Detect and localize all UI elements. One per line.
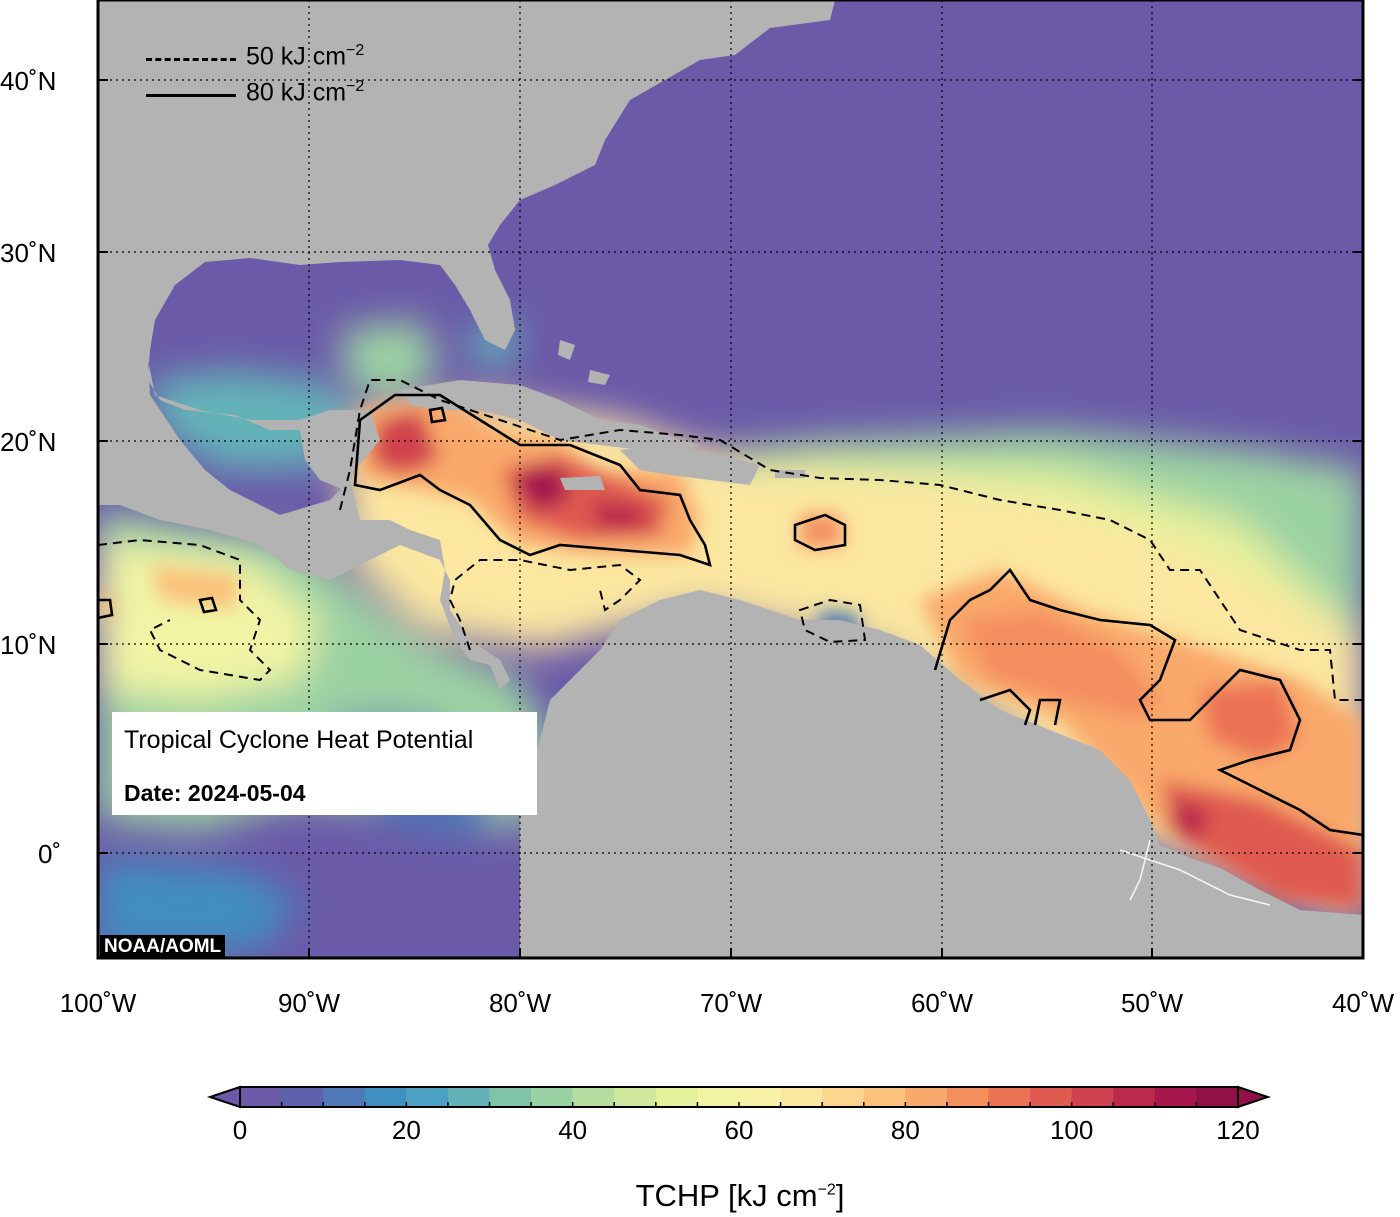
dashed-line-swatch [146, 58, 236, 61]
lon-label: 60˚W [910, 988, 974, 1018]
legend-exponent: −2 [346, 42, 365, 59]
contour-50 [98, 379, 1363, 701]
colorbar-ticks [280, 1102, 1198, 1107]
lat-label: 10˚N [0, 630, 57, 660]
lon-label: 50˚W [1120, 988, 1184, 1018]
legend-exponent: −2 [346, 78, 365, 95]
colorbar-cell [780, 1087, 823, 1107]
legend-label: 80 kJ cm [246, 78, 347, 107]
colorbar-tick-label: 40 [558, 1115, 588, 1145]
colorbar-cell [1113, 1087, 1156, 1107]
lat-label: 20˚N [0, 427, 57, 457]
colorbar-cell [281, 1087, 324, 1107]
solid-line-swatch [146, 94, 236, 97]
colorbar-cell [1196, 1087, 1239, 1107]
colorbar-tick-label: 20 [391, 1115, 421, 1145]
colorbar-tick-label: 0 [232, 1115, 248, 1145]
colorbar-cell [364, 1087, 407, 1107]
credit-label: NOAA/AOML [100, 935, 226, 959]
lat-label: 0˚ [38, 839, 62, 869]
colorbar-cell [905, 1087, 948, 1107]
info-box: Tropical Cyclone Heat Potential Date: 20… [112, 712, 537, 815]
colorbar-cell [572, 1087, 615, 1107]
colorbar-cell [822, 1087, 865, 1107]
legend-label: 50 kJ cm [246, 42, 347, 71]
colorbar-title-text: TCHP [kJ cm [635, 1178, 818, 1213]
lon-label: 90˚W [277, 988, 341, 1018]
colorbar-tick-label: 60 [724, 1115, 754, 1145]
colorbar-title: TCHP [kJ cm−2] [636, 1178, 845, 1214]
colorbar-cell [697, 1087, 740, 1107]
map-title: Tropical Cyclone Heat Potential [124, 726, 474, 754]
colorbar-tick-label: 120 [1216, 1115, 1260, 1145]
lat-label: 30˚N [0, 238, 57, 268]
colorbar-cell [531, 1087, 574, 1107]
contour-80 [98, 393, 1363, 837]
lon-label: 80˚W [488, 988, 552, 1018]
lon-label: 70˚W [699, 988, 763, 1018]
colorbar-cell [489, 1087, 532, 1107]
colorbar-cell [863, 1087, 906, 1107]
colorbar-cell [447, 1087, 490, 1107]
tchp-hotspots [98, 395, 1363, 910]
colorbar-cell [988, 1087, 1031, 1107]
axis-ticks [98, 79, 1363, 958]
map-date: Date: 2024-05-04 [124, 780, 306, 806]
colorbar-cell [739, 1087, 782, 1107]
colorbar-min-arrow [206, 1085, 241, 1109]
colorbar-title-exponent: −2 [817, 1181, 836, 1199]
colorbar-cell [1154, 1087, 1197, 1107]
colorbar-tick-label: 100 [1049, 1115, 1094, 1145]
colorbar-cell [323, 1087, 366, 1107]
colorbar-cell [1071, 1087, 1114, 1107]
colorbar-max-arrow [1237, 1085, 1272, 1109]
colorbar-cell [1030, 1087, 1073, 1107]
map-frame [96, 0, 1365, 960]
colorbar-cell [655, 1087, 698, 1107]
colorbar-tick-label: 80 [890, 1115, 920, 1145]
lon-label: 100˚W [59, 988, 137, 1018]
colorbar-cell [614, 1087, 657, 1107]
colorbar [206, 1085, 1272, 1109]
lat-label: 40˚N [0, 66, 57, 96]
lon-label: 40˚W [1331, 988, 1395, 1018]
colorbar-title-end: ] [835, 1178, 845, 1213]
colorbar-cell [946, 1087, 989, 1107]
coast-detail [1119, 839, 1271, 906]
colorbar-cell [240, 1087, 283, 1107]
colorbar-cell [406, 1087, 449, 1107]
